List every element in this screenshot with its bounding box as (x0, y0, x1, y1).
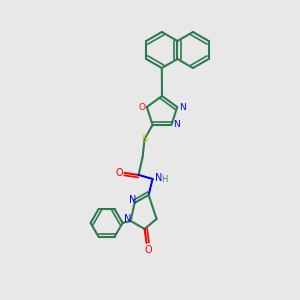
Text: N: N (155, 173, 162, 183)
Text: O: O (138, 103, 145, 112)
Text: S: S (142, 134, 148, 144)
Text: O: O (145, 245, 152, 255)
Text: N: N (129, 195, 136, 205)
Text: O: O (116, 168, 123, 178)
Text: N: N (173, 120, 180, 129)
Text: N: N (124, 214, 131, 224)
Text: H: H (161, 176, 168, 184)
Text: N: N (179, 103, 186, 112)
